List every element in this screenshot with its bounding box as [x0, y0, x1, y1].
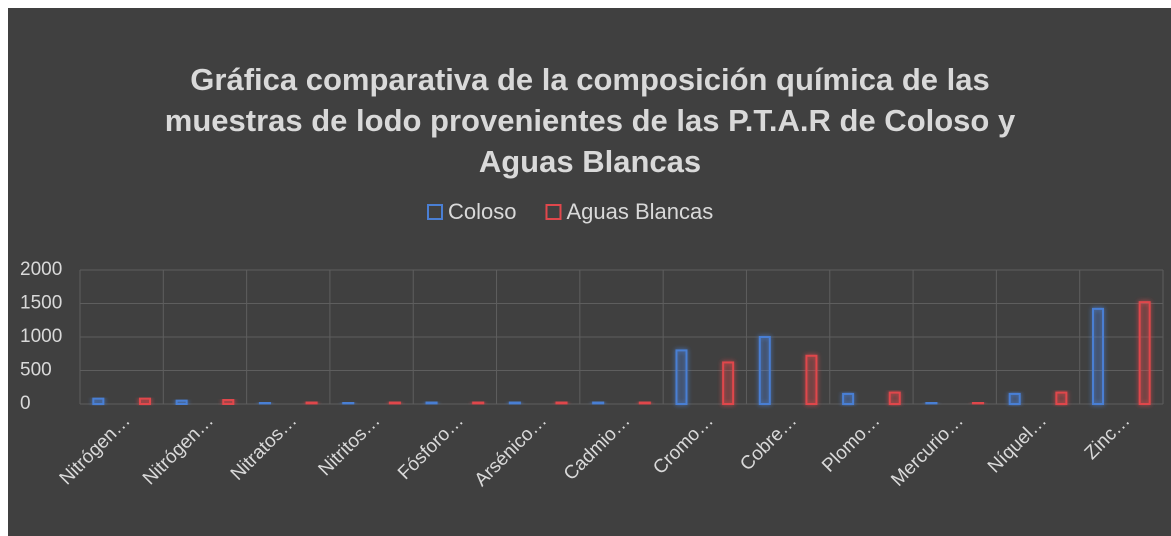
bar [675, 349, 688, 405]
bar [472, 400, 485, 405]
bar [722, 361, 735, 405]
legend-swatch [427, 204, 443, 220]
bar [592, 400, 605, 405]
bar [1055, 391, 1068, 405]
bar [555, 400, 568, 405]
y-tick-label: 1000 [20, 326, 62, 347]
bar [638, 400, 651, 405]
y-tick-label: 0 [20, 393, 31, 414]
chart-background [8, 8, 1171, 536]
bar [305, 400, 318, 405]
bar [425, 400, 438, 405]
bar [805, 354, 818, 406]
bar [1138, 301, 1151, 405]
bar [222, 398, 235, 406]
bar [758, 336, 771, 405]
chart-title: muestras de lodo provenientes de las P.T… [165, 103, 1016, 138]
legend-swatch [545, 204, 562, 220]
chart-title: Gráfica comparativa de la composición qu… [190, 62, 989, 97]
y-tick-label: 500 [20, 360, 52, 381]
bar [508, 400, 521, 405]
bar [842, 392, 855, 406]
bar [1008, 392, 1021, 406]
legend-label: Aguas Blancas [566, 199, 713, 224]
bar [925, 401, 938, 406]
legend-label: Coloso [448, 199, 516, 224]
y-tick-label: 2000 [20, 259, 62, 280]
bar [138, 397, 151, 406]
y-tick-label: 1500 [20, 293, 62, 314]
bar [175, 399, 188, 405]
bar [888, 391, 901, 405]
bar [258, 401, 271, 406]
chart-title: Aguas Blancas [479, 144, 701, 179]
bar [342, 401, 355, 406]
bar [1092, 307, 1105, 405]
bar [92, 397, 105, 406]
bar [388, 400, 401, 405]
bar [972, 401, 985, 406]
